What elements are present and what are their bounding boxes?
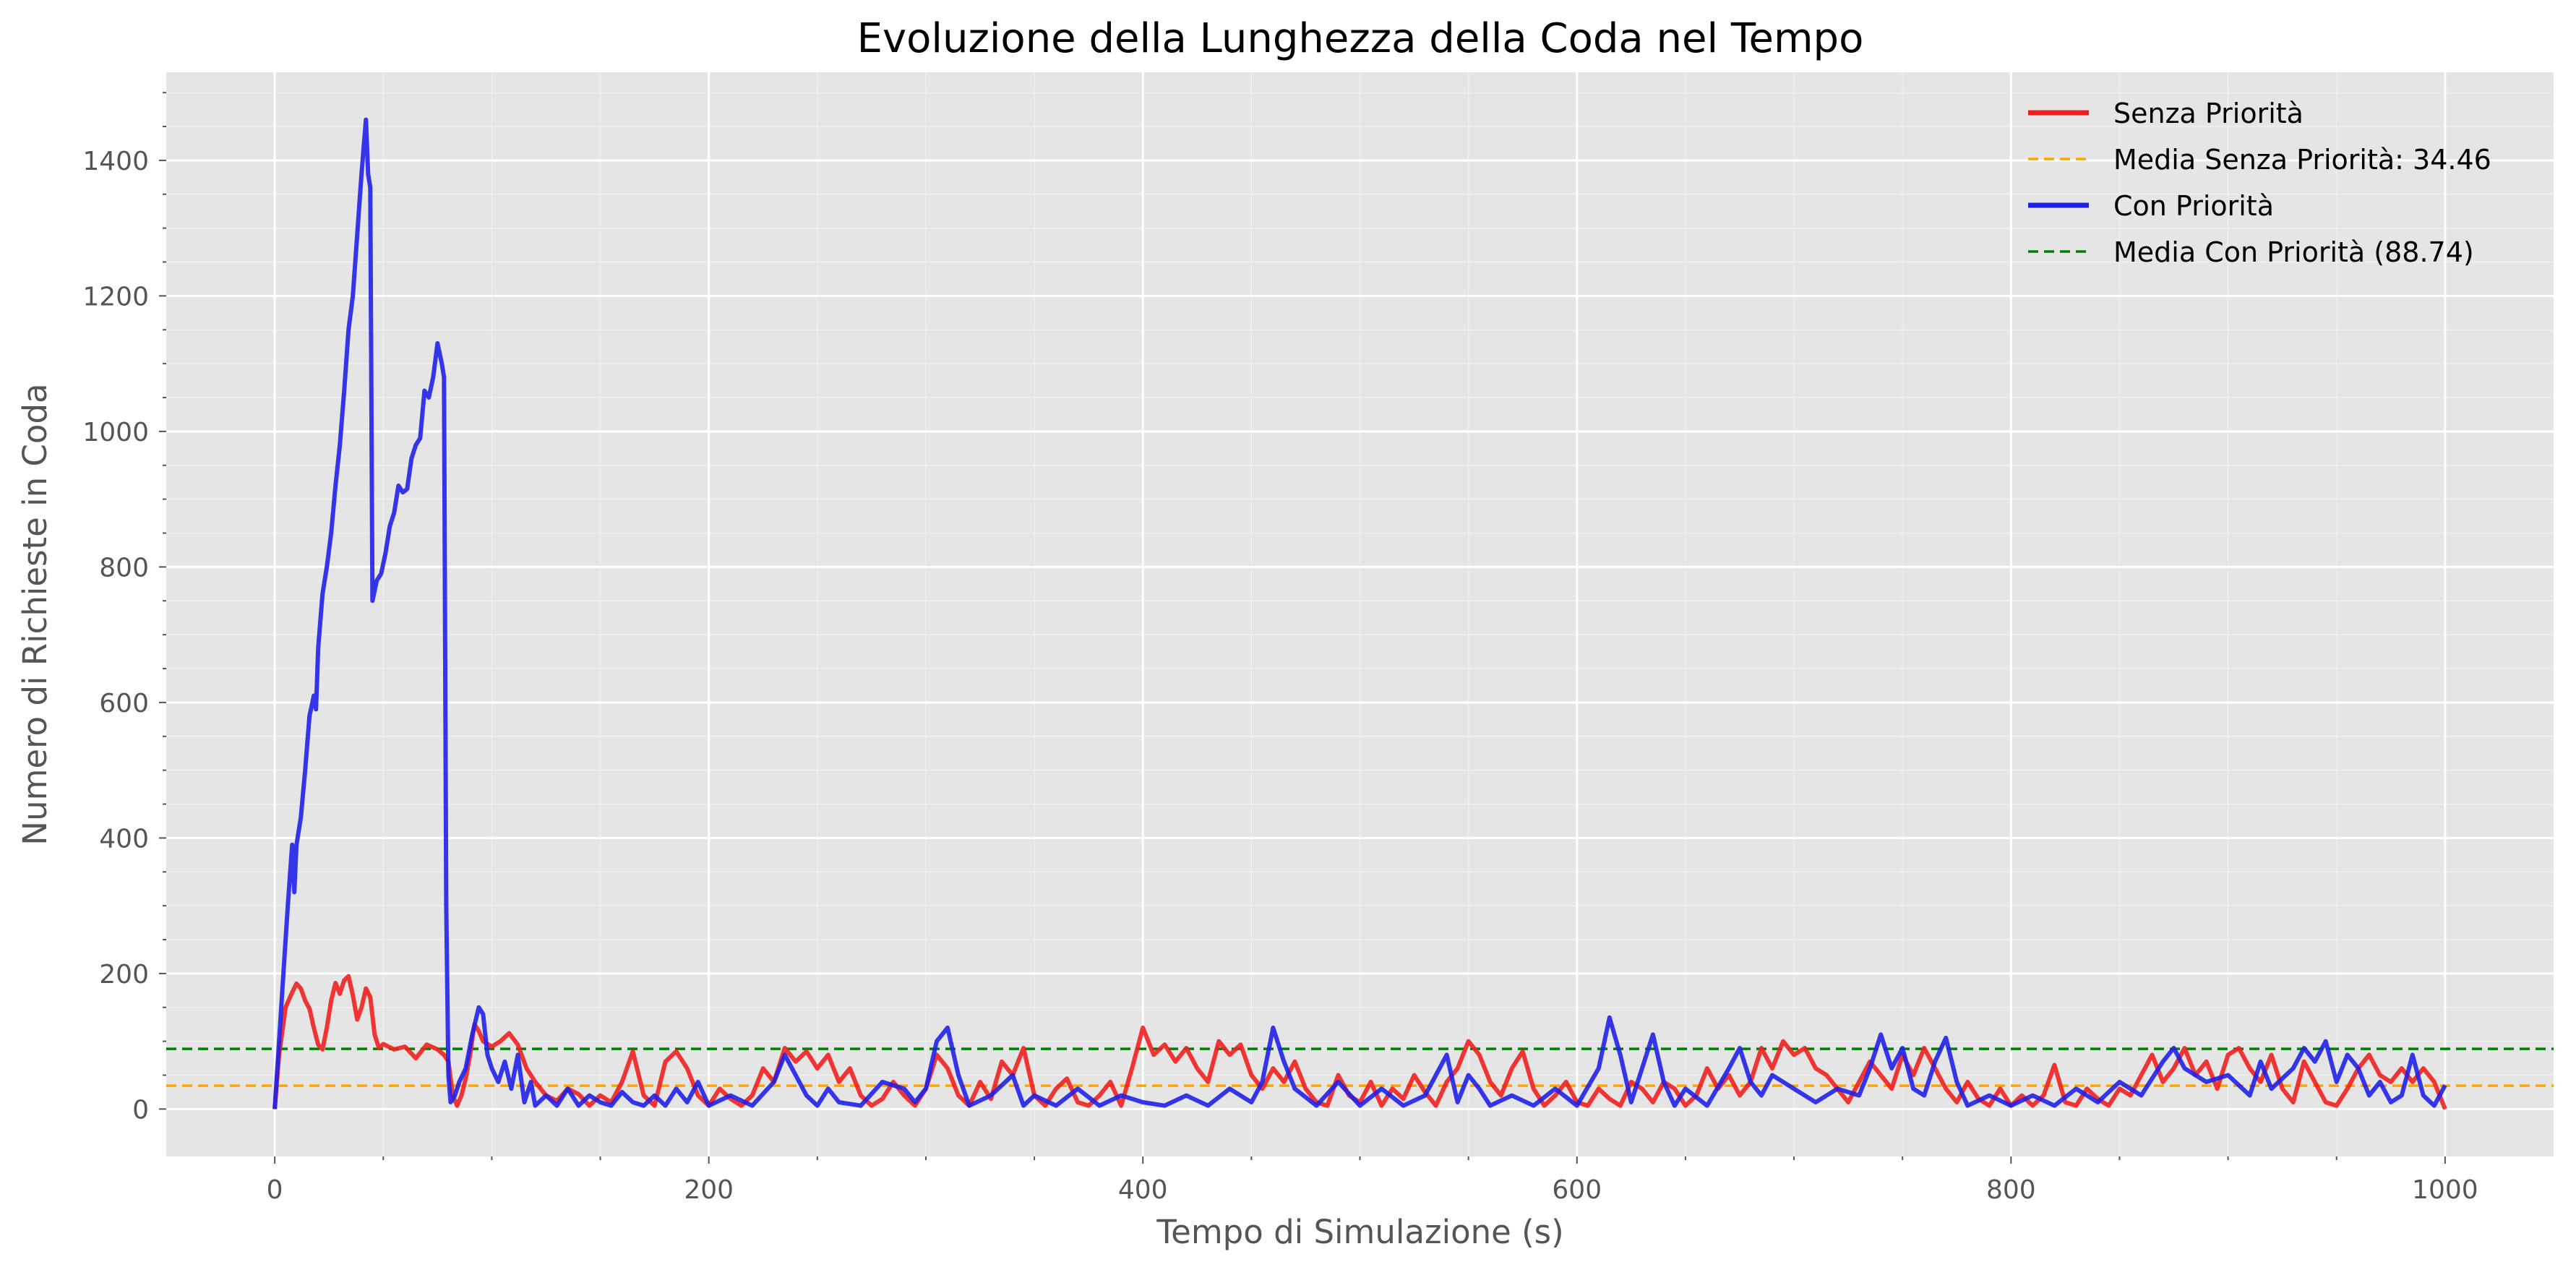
legend-label-con: Con Priorità (2113, 190, 2274, 222)
legend-item-con: Con Priorità (2028, 190, 2274, 222)
grid (166, 72, 2554, 1156)
y-tick-label: 1200 (82, 282, 149, 312)
legend: Senza Priorità Media Senza Priorità: 34.… (2028, 98, 2491, 268)
mean-lines (166, 1047, 2554, 1087)
x-tick-label: 600 (1552, 1175, 1602, 1205)
legend-label-media-senza: Media Senza Priorità: 34.46 (2113, 144, 2491, 176)
x-tick-label: 0 (267, 1175, 283, 1205)
y-tick-label: 1000 (82, 418, 149, 447)
legend-item-media-con: Media Con Priorità (88.74) (2028, 236, 2474, 268)
y-tick-label: 0 (132, 1095, 149, 1125)
y-axis-label: Numero di Richieste in Coda (16, 383, 54, 845)
series-lines (272, 117, 2447, 1110)
y-tick-label: 1400 (82, 147, 149, 176)
legend-label-senza: Senza Priorità (2113, 98, 2304, 129)
series-line-con (272, 117, 2447, 1109)
y-tick-label: 800 (99, 553, 149, 583)
x-tick-label: 800 (1986, 1175, 2036, 1205)
plot-area (166, 72, 2554, 1156)
legend-item-media-senza: Media Senza Priorità: 34.46 (2028, 144, 2491, 176)
x-axis-label: Tempo di Simulazione (s) (1156, 1213, 1563, 1251)
y-tick-label: 400 (99, 824, 149, 854)
legend-label-media-con: Media Con Priorità (88.74) (2113, 236, 2474, 268)
x-tick-label: 400 (1118, 1175, 1168, 1205)
x-tick-label: 200 (684, 1175, 734, 1205)
y-tick-label: 200 (99, 960, 149, 989)
chart-title: Evoluzione della Lunghezza della Coda ne… (857, 15, 1864, 62)
x-axis: 0 200 400 600 800 1000 (267, 1156, 2478, 1205)
legend-item-senza: Senza Priorità (2028, 98, 2304, 129)
x-tick-label: 1000 (2412, 1175, 2478, 1205)
y-tick-label: 600 (99, 689, 149, 718)
y-axis: 0 200 400 600 800 1000 1200 1400 (82, 92, 166, 1125)
